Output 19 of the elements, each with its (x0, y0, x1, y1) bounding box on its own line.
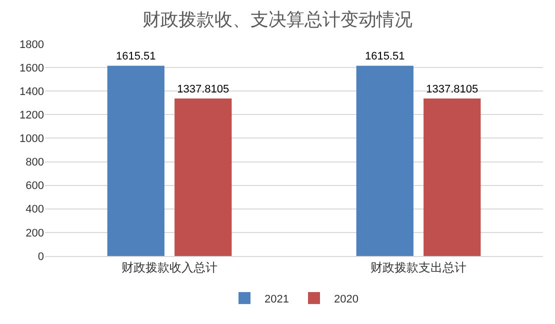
y-tick-label: 1200 (20, 110, 44, 122)
y-tick-label: 800 (26, 156, 44, 169)
data-label: 1615.51 (116, 50, 156, 63)
y-tick-label: 1800 (20, 38, 44, 51)
y-tick-label: 400 (26, 204, 44, 216)
x-tick-label: 财政拨款收入总计 (122, 260, 218, 274)
y-tick-label: 0 (38, 250, 44, 263)
data-label: 1337.8105 (177, 83, 230, 96)
legend-label: 2020 (334, 293, 358, 306)
legend-label: 2021 (264, 293, 289, 306)
data-label: 1615.51 (365, 50, 405, 63)
y-tick-label: 600 (26, 180, 44, 192)
x-tick-label: 财政拨款支出总计 (370, 260, 466, 274)
y-tick-label: 200 (26, 227, 44, 240)
data-label: 1337.8105 (426, 83, 478, 96)
y-tick-label: 1400 (20, 86, 44, 98)
y-tick-label: 1000 (20, 133, 44, 146)
y-tick-label: 1600 (20, 62, 44, 74)
chart-title: 财政拨款收、支决算总计变动情况 (142, 10, 412, 30)
